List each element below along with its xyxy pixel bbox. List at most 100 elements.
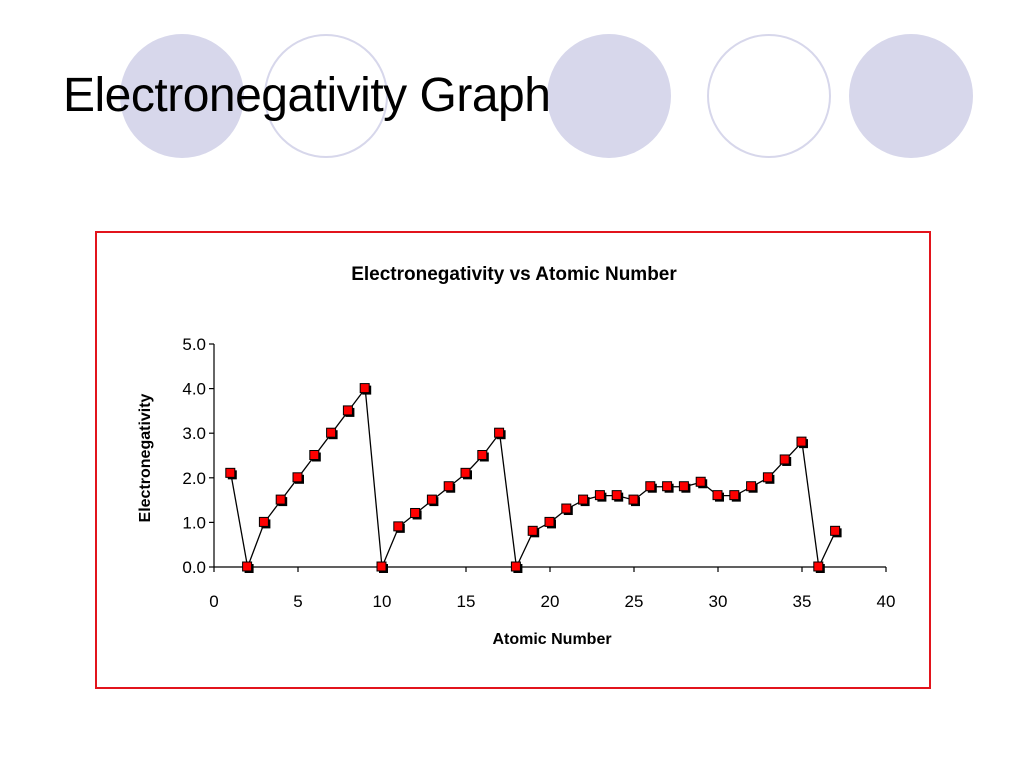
square-marker-icon	[561, 503, 572, 514]
square-marker-icon	[813, 561, 824, 572]
data-point	[611, 490, 624, 502]
square-marker-icon	[712, 490, 723, 501]
x-tick-label: 25	[625, 592, 644, 611]
tick-labels: 0.0 1.0 2.0 3.0 4.0 5.0 0 5 10 15 20 25 30 35 40	[182, 335, 895, 611]
data-point	[527, 525, 540, 538]
square-marker-icon	[309, 450, 320, 460]
square-marker-icon	[830, 525, 841, 536]
data-point	[359, 383, 372, 395]
data-point	[326, 427, 338, 440]
x-tick-label: 20	[541, 592, 560, 611]
data-point	[813, 561, 825, 573]
electronegativity-chart: Electronegativity vs Atomic Number Elect…	[137, 264, 895, 648]
data-point	[292, 472, 304, 484]
square-marker-icon	[460, 467, 471, 478]
data-point	[309, 450, 321, 462]
square-marker-icon	[695, 476, 706, 487]
square-marker-icon	[359, 383, 370, 394]
square-marker-icon	[225, 467, 236, 478]
data-point	[376, 561, 388, 573]
data-point	[796, 436, 808, 449]
y-tick-label: 1.0	[182, 513, 206, 532]
data-point	[258, 516, 271, 529]
data-point	[393, 521, 405, 533]
data-point	[695, 476, 708, 489]
y-tick-label: 4.0	[182, 380, 206, 399]
data-point	[443, 481, 456, 493]
square-marker-icon	[746, 481, 757, 492]
y-tick-label: 2.0	[182, 469, 206, 488]
axes	[209, 343, 887, 572]
x-tick-label: 15	[457, 592, 476, 611]
square-marker-icon	[275, 494, 286, 505]
square-marker-icon	[779, 454, 790, 465]
y-tick-label: 0.0	[182, 558, 206, 577]
data-point	[342, 405, 355, 417]
data-point	[494, 427, 506, 440]
square-marker-icon	[376, 561, 387, 572]
x-tick-label: 30	[709, 592, 728, 611]
data-point	[678, 481, 691, 493]
data-point	[628, 494, 640, 507]
y-tick-label: 5.0	[182, 335, 206, 354]
x-axis-label: Atomic Number	[492, 631, 611, 648]
slide-title: Electronegativity Graph	[63, 69, 551, 122]
square-marker-icon	[628, 494, 639, 505]
square-marker-icon	[729, 490, 740, 501]
square-marker-icon	[242, 561, 253, 572]
data-point	[225, 467, 237, 480]
chart-frame: Electronegativity vs Atomic Number Elect…	[95, 231, 931, 689]
filled-circle-decoration	[120, 34, 244, 158]
square-marker-icon	[510, 561, 521, 572]
chart-title: Electronegativity vs Atomic Number	[351, 264, 677, 285]
square-marker-icon	[611, 490, 622, 501]
square-marker-icon	[645, 481, 656, 492]
square-marker-icon	[762, 472, 773, 483]
square-marker-icon	[662, 481, 673, 492]
filled-circle-decoration	[849, 34, 973, 158]
square-marker-icon	[326, 427, 337, 438]
y-tick-label: 3.0	[182, 424, 206, 443]
square-marker-icon	[342, 405, 353, 416]
filled-circle-decoration	[547, 34, 671, 158]
data-point	[426, 494, 439, 507]
x-tick-label: 40	[877, 592, 896, 611]
outline-circle-decoration	[264, 34, 388, 158]
x-tick-label: 0	[209, 592, 218, 611]
data-point	[830, 525, 842, 538]
data-point	[779, 454, 792, 466]
data-point	[544, 516, 556, 529]
data-point	[645, 481, 657, 493]
outline-circle-decoration	[707, 34, 831, 158]
data-point	[410, 507, 422, 520]
square-marker-icon	[678, 481, 689, 492]
square-marker-icon	[578, 494, 589, 505]
x-tick-label: 35	[793, 592, 812, 611]
data-point	[594, 490, 607, 502]
square-marker-icon	[393, 521, 404, 532]
data-point	[712, 490, 724, 502]
data-point	[275, 494, 288, 507]
square-marker-icon	[443, 481, 454, 492]
x-tick-label: 10	[373, 592, 392, 611]
square-marker-icon	[594, 490, 605, 501]
data-point	[578, 494, 590, 507]
data-point	[242, 561, 254, 573]
data-point	[510, 561, 523, 573]
data-point	[662, 481, 674, 493]
square-marker-icon	[494, 427, 505, 438]
square-marker-icon	[477, 450, 488, 460]
data-point	[561, 503, 573, 516]
square-marker-icon	[527, 525, 538, 536]
data-point	[729, 490, 741, 502]
data-point	[746, 481, 758, 493]
square-marker-icon	[292, 472, 303, 483]
data-point	[762, 472, 775, 484]
square-marker-icon	[544, 516, 555, 527]
plot-area	[225, 383, 842, 573]
square-marker-icon	[410, 507, 421, 518]
square-marker-icon	[796, 436, 807, 447]
y-axis-label-group: Electronegativity	[137, 393, 154, 522]
square-marker-icon	[426, 494, 437, 505]
x-tick-label: 5	[293, 592, 302, 611]
